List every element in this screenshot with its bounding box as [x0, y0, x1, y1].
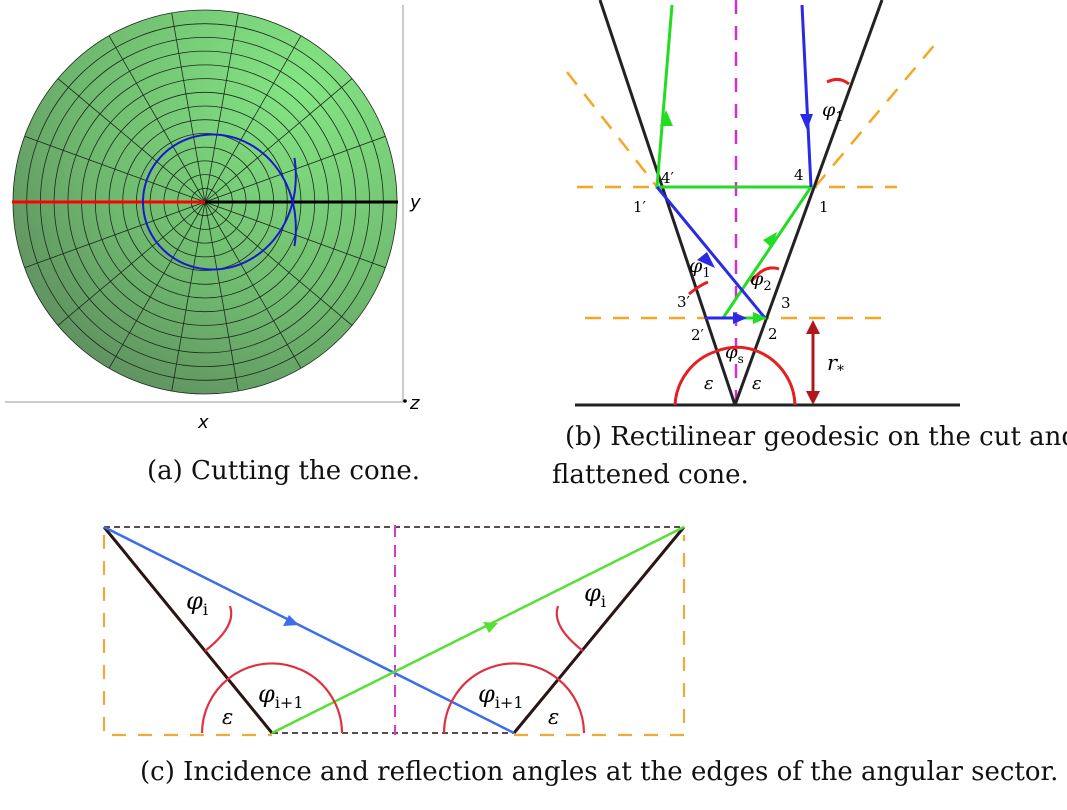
blue-ray-crossing	[655, 186, 767, 319]
mesh-spoke	[57, 201, 206, 326]
axis-label-x: x	[197, 412, 209, 433]
green-arrow	[483, 622, 498, 633]
label-rstar: r*	[827, 351, 844, 379]
label-epsilon-left: ε	[704, 373, 714, 394]
label-phi-s: φs	[725, 342, 744, 366]
mesh-spoke	[204, 35, 302, 203]
label-phi1-top: φ1	[822, 99, 844, 125]
geodesic-curve	[142, 133, 297, 271]
arrow-green-low	[753, 312, 767, 324]
edge-left	[102, 526, 274, 734]
label-phi-ip1-right: φi+1	[478, 680, 524, 712]
dashed-normal-right	[814, 41, 938, 188]
label-phi2: φ2	[750, 268, 772, 294]
arrow-green-mid	[763, 232, 777, 248]
label-point-1p: 1′	[633, 198, 647, 216]
phi-s-arc	[716, 345, 755, 353]
blue-ray	[103, 525, 515, 735]
mesh-spoke	[204, 201, 239, 392]
label-point-2: 2	[768, 325, 778, 343]
phi2-arc	[749, 266, 780, 283]
dashed-normal-left	[566, 71, 658, 188]
mesh-spoke	[24, 135, 206, 203]
green-geodesic	[655, 4, 814, 320]
epsilon-arc-right	[557, 678, 586, 734]
label-point-4: 4	[794, 166, 804, 184]
phi-ip1-arc-left	[227, 662, 344, 734]
mesh-spoke	[24, 201, 206, 269]
mesh-spoke	[108, 201, 206, 369]
epsilon-arc-left	[200, 678, 229, 734]
panel-a-cone-cut: y z x (a) Cutting the cone.	[0, 0, 440, 500]
z-axis-dot	[403, 399, 407, 403]
mesh-spoke	[204, 201, 302, 369]
caption-b-line1: (b) Rectilinear geodesic on the cut and	[565, 422, 1067, 452]
mesh-spoke	[204, 78, 353, 203]
caption-c: (c) Incidence and reflection angles at t…	[140, 757, 1059, 787]
label-phi-ip1-left: φi+1	[258, 680, 304, 712]
phi-ip1-arc-right	[442, 662, 559, 734]
axis-label-y: y	[409, 192, 421, 213]
epsilon-arc-left	[673, 349, 718, 406]
epsilon-arc-right	[753, 348, 797, 406]
caption-b-line2: flattened cone.	[552, 460, 749, 490]
arrow-blue-down	[800, 114, 813, 130]
panel-c-sector-angles: φi φi φi+1 φi+1 ε ε (c) Incidence and re…	[0, 505, 1067, 810]
label-point-3p: 3′	[677, 293, 691, 311]
arrow-green-up	[660, 110, 673, 126]
orange-box-left	[102, 535, 272, 737]
mesh-spoke	[108, 35, 206, 203]
green-ray	[271, 525, 685, 735]
blue-arrow	[283, 615, 299, 626]
mesh-spoke	[57, 78, 206, 203]
label-phi-i-left: φi	[186, 587, 208, 619]
label-point-4p: 4′	[661, 169, 675, 187]
label-epsilon-left: ε	[222, 705, 233, 729]
blue-ray-incoming	[800, 4, 813, 188]
sector-angles-figure: φi φi φi+1 φi+1 ε ε	[102, 525, 686, 737]
phi-i-arc-right	[555, 605, 584, 652]
mesh-spoke	[171, 201, 206, 392]
cone-figure: y z x	[5, 5, 421, 433]
label-phi1-mid: φ1	[689, 255, 711, 281]
axis-label-z: z	[409, 393, 420, 414]
phi-i-arc-left	[204, 605, 233, 652]
rstar-arrow-bottom	[806, 391, 820, 405]
cone-edge-right	[733, 0, 884, 406]
label-point-2p: 2′	[691, 326, 705, 344]
panel-b-flattened-cone: φ1 4′ 4 1′ 1 φ1 φ2 3′ 3 2′ 2 φs ε ε r* (…	[545, 0, 1067, 500]
edge-right	[512, 526, 686, 734]
label-point-1: 1	[819, 198, 829, 216]
arrow-blue-mid	[697, 252, 715, 268]
label-epsilon-right: ε	[548, 705, 559, 729]
mesh-spoke	[204, 12, 239, 203]
label-epsilon-right: ε	[752, 373, 762, 394]
cone-edge-left	[598, 0, 737, 406]
label-point-3: 3	[781, 294, 791, 312]
mesh-spoke	[204, 201, 353, 326]
label-phi-i-right: φi	[584, 579, 606, 611]
arrow-blue-low	[733, 312, 747, 324]
rstar-arrow-top	[806, 320, 820, 334]
phi1-arc-mid	[688, 280, 709, 296]
flattened-cone-figure: φ1 4′ 4 1′ 1 φ1 φ2 3′ 3 2′ 2 φs ε ε r*	[566, 0, 960, 407]
mesh-spoke	[171, 12, 206, 203]
caption-a: (a) Cutting the cone.	[147, 456, 421, 486]
phi1-arc-top	[826, 77, 850, 86]
orange-box-right	[514, 535, 686, 737]
